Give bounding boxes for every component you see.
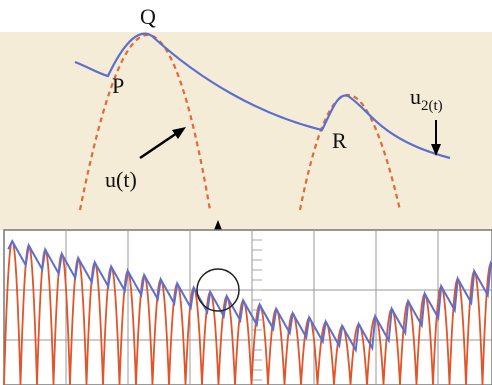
label-u-t: u(t) [105, 167, 137, 192]
oscilloscope [4, 230, 492, 385]
diagram: Q P R u(t) u2(t) [0, 0, 492, 385]
label-p: P [112, 73, 124, 98]
label-r: R [332, 128, 347, 153]
label-q: Q [140, 4, 156, 29]
page-scan [0, 32, 492, 230]
label-u2-sub: 2(t) [421, 98, 443, 114]
label-u2-base: u [410, 84, 421, 109]
